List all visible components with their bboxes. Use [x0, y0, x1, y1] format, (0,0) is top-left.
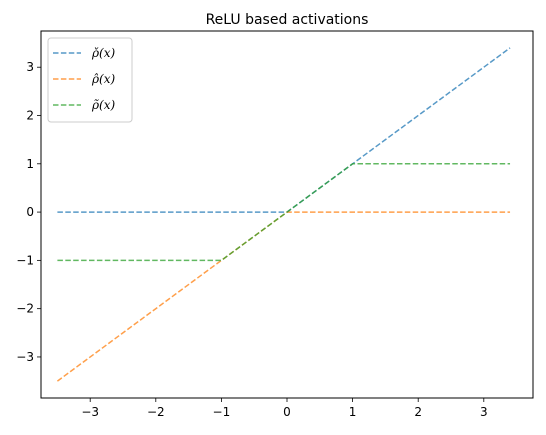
legend-label-0: ρ̌(x) — [91, 46, 116, 60]
x-tick-label: 3 — [480, 405, 488, 419]
x-axis: −3 −2 −1 0 1 2 3 — [81, 398, 488, 419]
series-line-2 — [57, 163, 511, 262]
series-line-1 — [56, 211, 511, 382]
y-tick-label: 0 — [26, 205, 34, 219]
y-tick-label: 2 — [26, 109, 34, 123]
x-tick-label: −2 — [147, 405, 165, 419]
x-tick-label: −1 — [213, 405, 231, 419]
plot-layer — [56, 47, 511, 382]
y-tick-label: −1 — [16, 253, 34, 267]
chart-title: ReLU based activations — [206, 12, 369, 28]
y-tick-label: 3 — [26, 60, 34, 74]
x-tick-label: 1 — [349, 405, 357, 419]
y-tick-label: −3 — [16, 350, 34, 364]
y-axis: −3 −2 −1 0 1 2 3 — [16, 60, 41, 364]
x-tick-label: 2 — [414, 405, 422, 419]
legend-box — [47, 37, 133, 123]
legend-label-2: ρ̃(x) — [91, 98, 116, 112]
y-tick-label: 1 — [26, 157, 34, 171]
legend: ρ̌(x) ρ̂(x) ρ̃(x) — [47, 37, 133, 123]
y-tick-label: −2 — [16, 302, 34, 316]
x-tick-label: −3 — [81, 405, 99, 419]
legend-label-1: ρ̂(x) — [91, 72, 116, 86]
x-tick-label: 0 — [283, 405, 291, 419]
